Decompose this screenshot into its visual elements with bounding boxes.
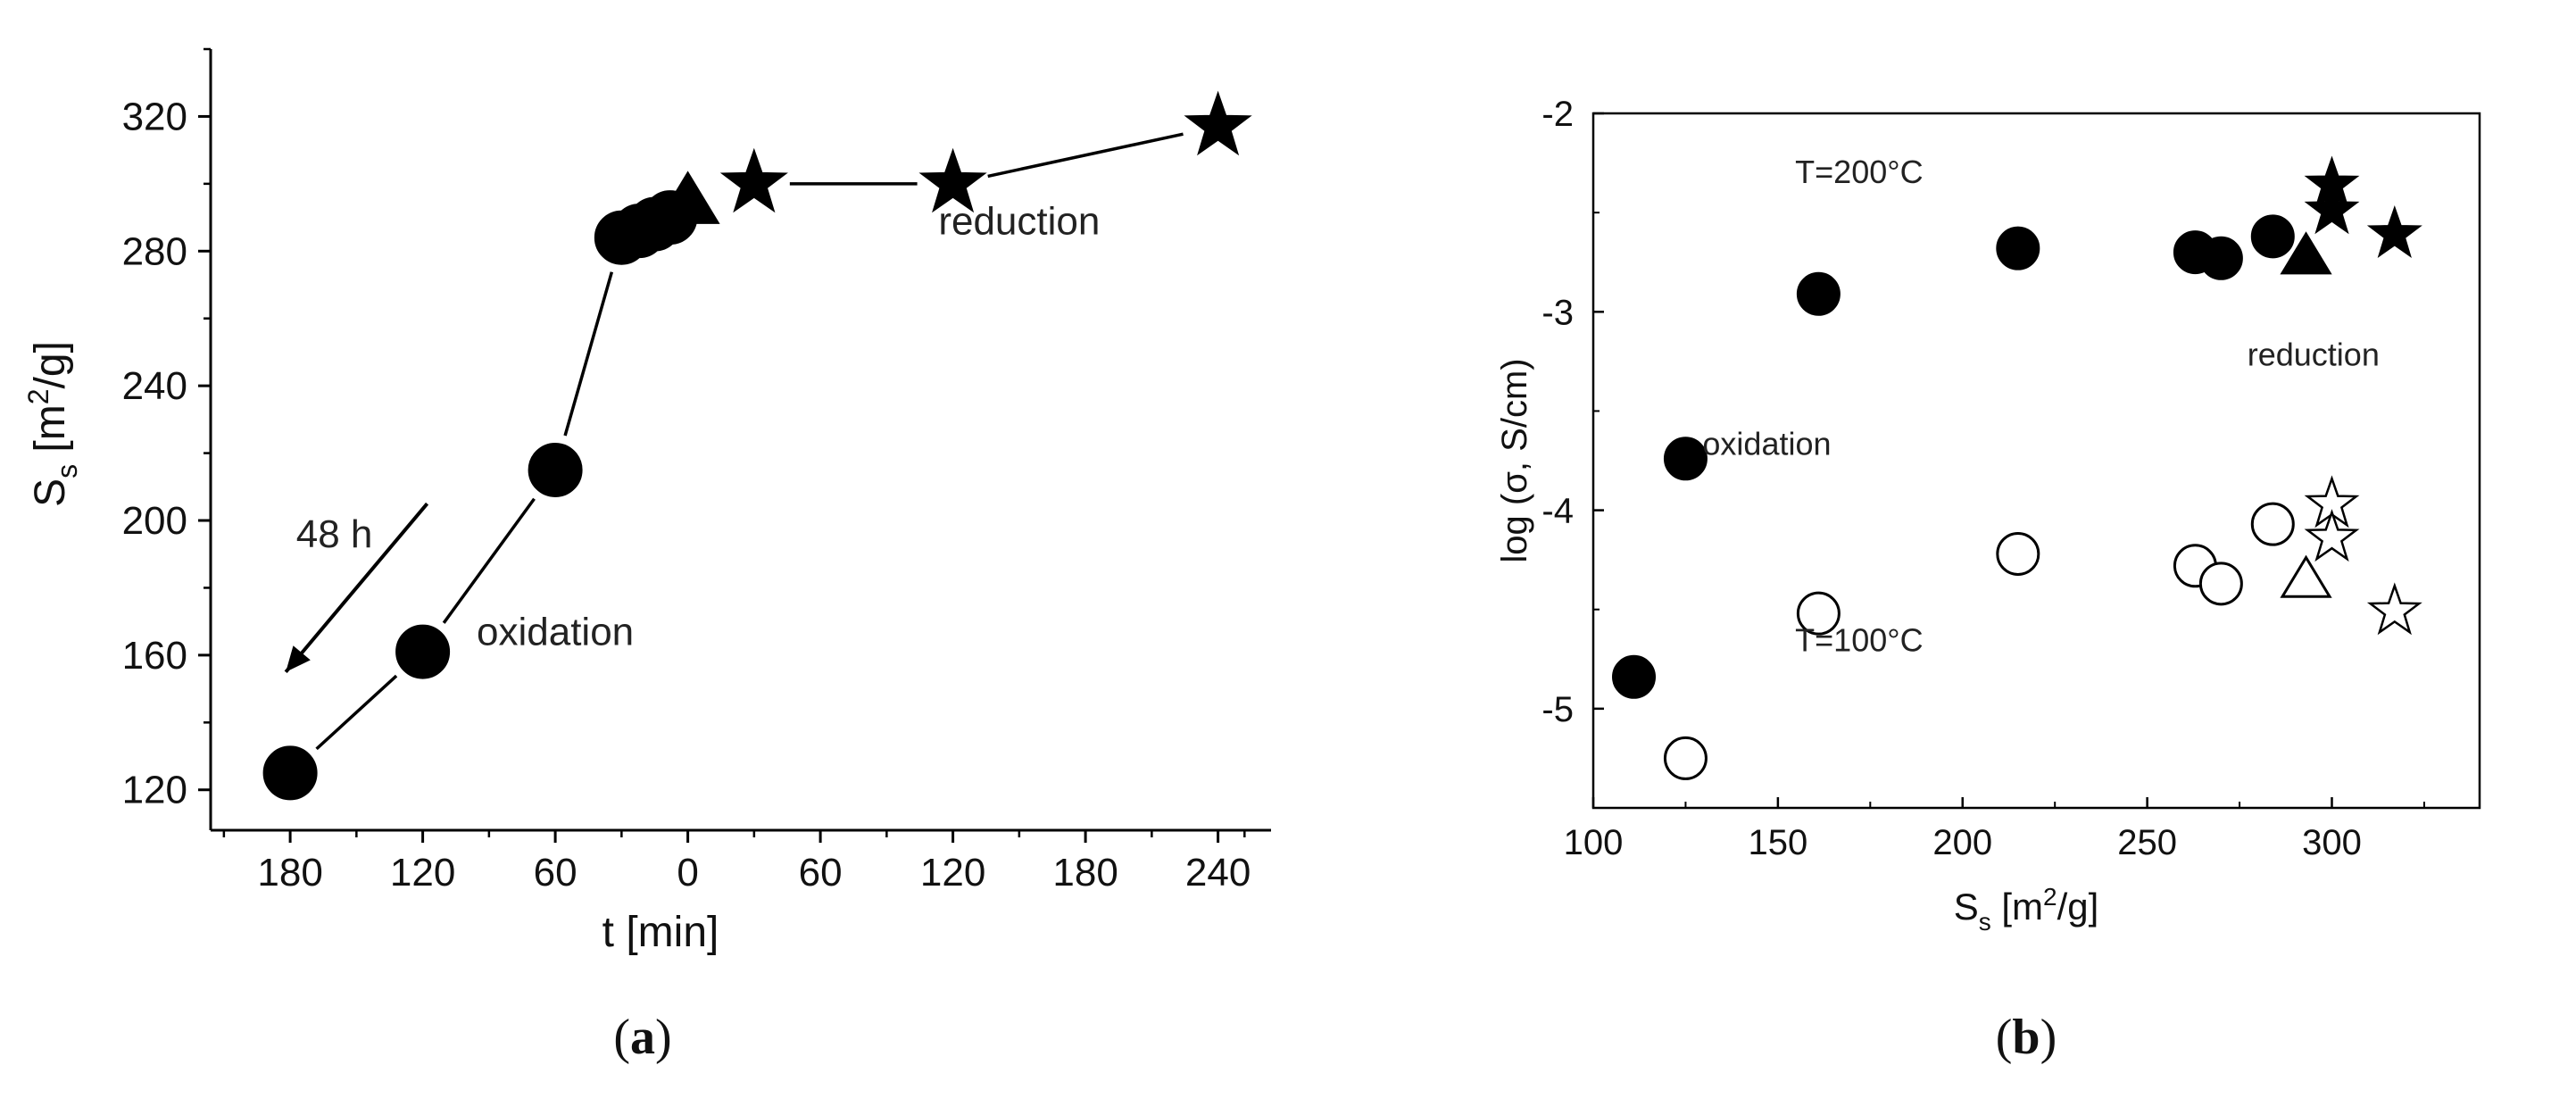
x-axis-label-main: S [1954, 886, 1979, 928]
chart-panel-a: 120 160 200 240 280 320 180 120 60 0 60 120 180 240 t … [22, 47, 1271, 956]
data-point-star-open [2304, 509, 2360, 562]
y-axis-label-end: /g] [27, 341, 74, 388]
data-point-circle [395, 624, 451, 679]
annotation-label: T=200°C [1795, 154, 1923, 190]
data-point-triangle-open [2280, 554, 2332, 598]
x-axis-label-sup: 2 [2043, 883, 2057, 911]
data-point-triangle-filled [2280, 231, 2332, 275]
x-tick-label: 180 [1052, 851, 1118, 894]
x-tick-label: 300 [2302, 823, 2362, 862]
y-tick-label: -3 [1541, 293, 1574, 332]
x-tick-label: 240 [1185, 851, 1251, 894]
plot-frame [1591, 112, 2481, 810]
data-point-circle-filled [2250, 214, 2295, 259]
data-point-circle-filled [1796, 271, 1841, 316]
y-axis-label-sub: s [51, 464, 83, 478]
data-point-circle-open [2198, 562, 2243, 606]
y-tick-label: 200 [122, 499, 187, 543]
x-axis-label-end: /g] [2057, 886, 2099, 928]
annotation-label: oxidation [477, 611, 634, 654]
data-point-star-open [2366, 582, 2422, 636]
x-tick-label: 120 [390, 851, 455, 894]
x-tick-label: 150 [1749, 823, 1808, 862]
data-point-circle-filled [1612, 654, 1657, 699]
annotation-label: T=100°C [1795, 621, 1923, 658]
y-tick-label: 160 [122, 634, 187, 678]
x-tick-label: 250 [2117, 823, 2177, 862]
data-point-star-filled [2366, 204, 2422, 258]
data-point-circle-open [1663, 736, 1708, 780]
annotation-label: reduction [2248, 336, 2380, 372]
x-axis-label-sub: s [1979, 908, 1991, 936]
data-point-circle-filled [1996, 226, 2040, 270]
connector-line [442, 497, 536, 624]
annotation-label: 48 h [296, 512, 373, 556]
annotation-label: reduction [938, 199, 1100, 243]
y-tick-label: -5 [1541, 690, 1574, 729]
data-point-circle-filled [1663, 437, 1708, 481]
connector-line [987, 132, 1184, 179]
x-tick-label: 100 [1564, 823, 1624, 862]
connector-line [563, 271, 614, 437]
caption-b: (b) [1995, 1010, 2057, 1065]
data-point-circle-open [1996, 531, 2040, 576]
data-point-star [1184, 90, 1252, 156]
x-axis-label: t [min] [602, 909, 719, 956]
y-axis-label: log (σ, S/cm) [1495, 358, 1534, 562]
x-axis-label-rest: [m [1991, 886, 2043, 928]
y-tick-label: 320 [122, 95, 187, 138]
y-axis-label-main: S [27, 478, 74, 507]
data-point-circle-open [2250, 502, 2295, 546]
y-tick-label: 240 [122, 364, 187, 408]
data-point-star [719, 147, 788, 213]
time-arrow-head [286, 645, 311, 672]
caption-a: (a) [613, 1010, 672, 1065]
data-point-star-filled [2304, 181, 2360, 235]
annotation-label: oxidation [1702, 425, 1831, 462]
x-tick-label: 60 [534, 851, 578, 894]
x-tick-label: 180 [257, 851, 322, 894]
x-axis-label: Ss [m2/g] [1954, 883, 2099, 936]
y-axis-label: Ss [m2/g] [22, 341, 83, 507]
chart-panel-b: -5 -4 -3 -2 100 150 200 250 300 Ss [m2/g] log (σ, … [1495, 95, 2481, 936]
y-tick-label: 120 [122, 769, 187, 812]
data-point-circle [528, 442, 583, 497]
x-tick-label: 60 [799, 851, 843, 894]
data-point-circle [262, 745, 318, 801]
y-tick-label: -4 [1541, 492, 1574, 531]
x-tick-label: 200 [1932, 823, 1992, 862]
y-axis-label-rest: [m [27, 404, 74, 464]
x-tick-label: 0 [677, 851, 698, 894]
data-point-star [918, 147, 987, 213]
time-arrow [284, 502, 429, 674]
connector-line [315, 674, 398, 751]
y-tick-label: 280 [122, 229, 187, 273]
x-tick-label: 120 [920, 851, 985, 894]
data-point-circle-open [1796, 591, 1841, 636]
y-axis-label-sup: 2 [22, 388, 54, 404]
data-point-circle-filled [2198, 236, 2243, 280]
y-tick-label: -2 [1541, 95, 1574, 134]
data-point-triangle [655, 171, 720, 224]
